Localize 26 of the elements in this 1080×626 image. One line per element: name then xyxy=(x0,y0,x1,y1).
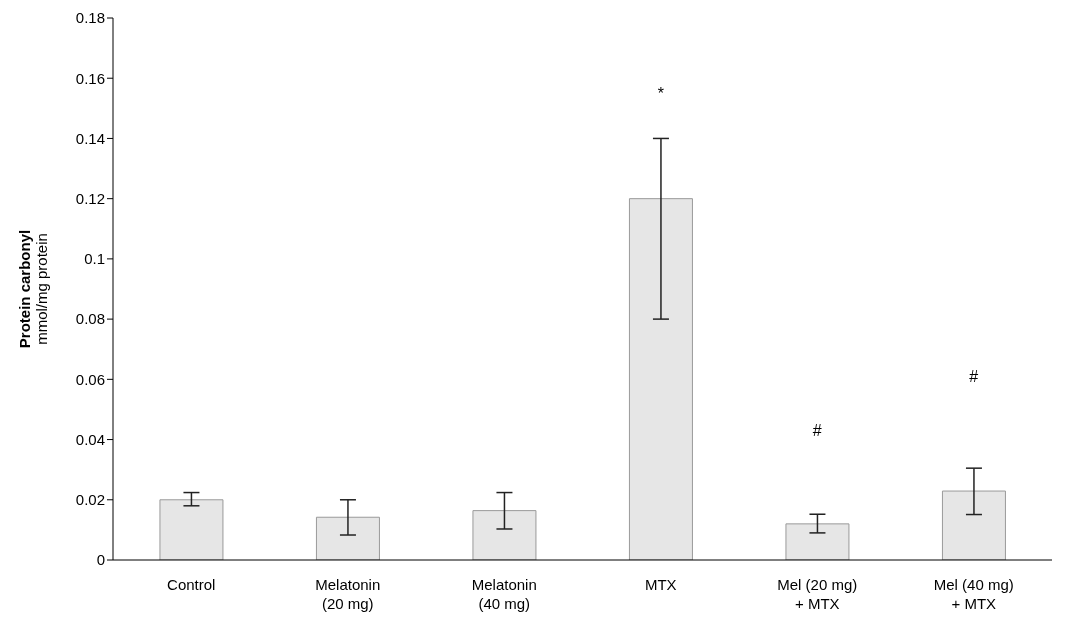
x-tick-label: Mel (40 mg) + MTX xyxy=(933,576,1014,612)
y-tick-label: 0.16 xyxy=(75,69,105,87)
x-tick-label: Melatonin (40 mg) xyxy=(471,576,537,612)
bar xyxy=(159,499,224,560)
y-axis-title: Protein carbonyl mmol/mg protein xyxy=(16,229,50,349)
y-tick-label: 0.18 xyxy=(75,9,105,27)
annotation: # xyxy=(969,368,979,385)
bar xyxy=(472,510,537,560)
y-tick-label: 0.08 xyxy=(75,310,105,328)
bar xyxy=(628,198,693,560)
bar xyxy=(315,516,380,560)
x-tick-label: MTX xyxy=(644,576,677,593)
y-tick-label: 0.12 xyxy=(75,189,105,207)
x-tick-label: Control xyxy=(167,576,216,593)
bar xyxy=(785,523,850,560)
y-tick-label: 0.04 xyxy=(75,430,105,448)
bar xyxy=(941,490,1006,560)
y-tick-label: 0.06 xyxy=(75,370,105,388)
y-tick-label: 0 xyxy=(96,551,105,569)
y-tick-label: 0.14 xyxy=(75,129,105,147)
y-tick-label: 0.1 xyxy=(84,250,105,268)
annotation: # xyxy=(812,422,822,440)
x-tick-label: Melatonin (20 mg) xyxy=(315,576,381,612)
x-tick-label: Mel (20 mg) + MTX xyxy=(777,576,858,612)
annotation: * xyxy=(657,84,664,102)
y-tick-label: 0.02 xyxy=(75,491,105,509)
